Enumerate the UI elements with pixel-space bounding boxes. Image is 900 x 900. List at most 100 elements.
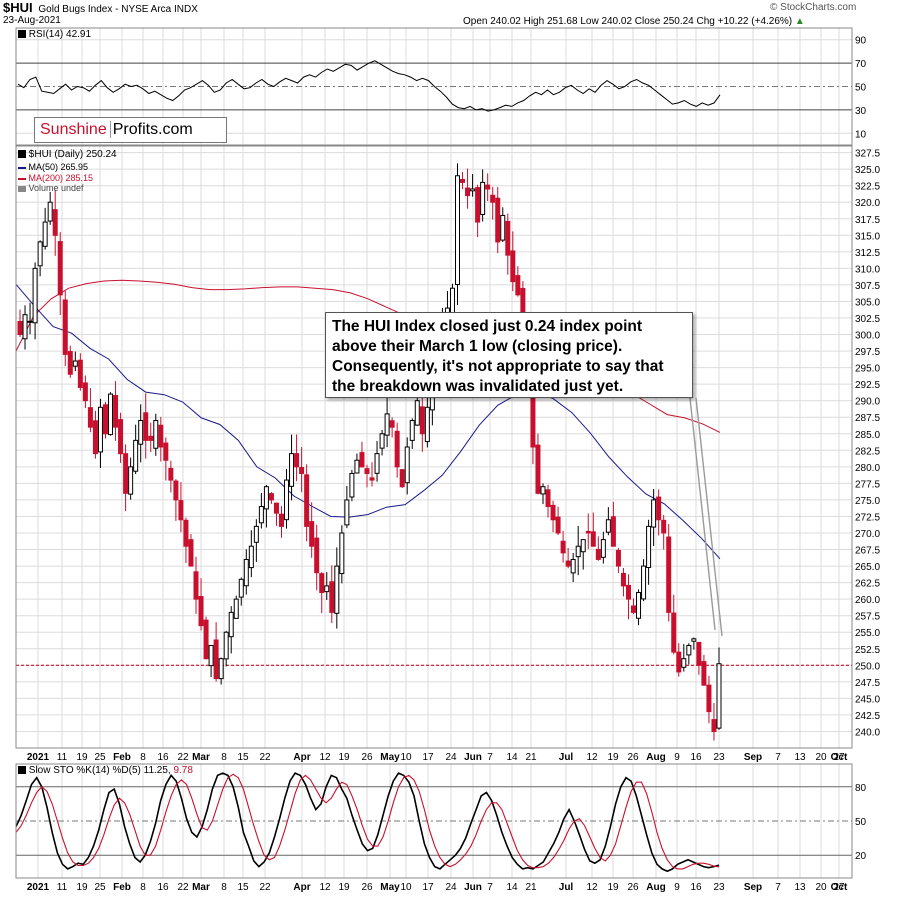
price-tick-label: 285.0 (855, 430, 880, 441)
candle-body (641, 565, 647, 600)
candle (711, 702, 717, 741)
ma200-legend: MA(200) 285.15 (18, 173, 93, 183)
candle-body (465, 187, 471, 197)
candle (625, 574, 631, 620)
candle (47, 191, 53, 225)
candle (173, 479, 179, 521)
candle-body (651, 499, 657, 528)
price-tick-label: 242.5 (855, 711, 880, 722)
candle-body (233, 598, 239, 619)
candle (691, 637, 697, 650)
x-tick-label: 19 (338, 882, 350, 893)
candle (183, 517, 189, 564)
price-tick-label: 305.0 (855, 297, 880, 308)
candle-body (102, 404, 108, 435)
rsi-tick-label: 10 (855, 129, 867, 140)
price-tick-label: 245.0 (855, 694, 880, 705)
x-tick-label: 15 (237, 882, 249, 893)
candle-body (399, 469, 405, 488)
candle-body (82, 382, 88, 402)
x-tick-label: 14 (506, 882, 518, 893)
candle (565, 547, 571, 569)
x-tick-label: 11 (57, 752, 68, 763)
x-tick-label: 12 (319, 752, 331, 763)
candle-body (409, 420, 415, 441)
candle (359, 441, 365, 468)
candle (22, 305, 28, 350)
rsi-tick-label: 70 (855, 59, 867, 70)
candle (636, 589, 642, 626)
price-tick-label: 320.0 (855, 198, 880, 209)
x-tick-label: 8 (221, 752, 227, 763)
x-tick-label: 21 (525, 752, 537, 763)
price-tick-label: 307.5 (855, 281, 880, 292)
price-tick-label: 250.0 (855, 661, 880, 672)
candle-body (243, 558, 249, 587)
candle (671, 594, 677, 655)
candle (163, 437, 169, 481)
candle-body (289, 453, 295, 487)
candle-body (304, 474, 310, 527)
candle (238, 577, 244, 606)
candle (424, 395, 430, 448)
sto-tick-label: 50 (855, 817, 867, 828)
candle-body (173, 480, 179, 501)
candle (324, 572, 330, 600)
x-tick-label: Jun (464, 752, 482, 763)
candle (465, 168, 471, 209)
candle (289, 434, 295, 501)
candle-body (223, 631, 229, 660)
rsi-tick-label: 90 (855, 36, 867, 47)
x-tick-label: 27 (833, 882, 845, 893)
candle (595, 536, 601, 561)
candle (555, 506, 561, 535)
candle-body (555, 516, 561, 534)
candle (233, 595, 239, 619)
price-tick-label: 287.5 (855, 413, 880, 424)
x-tick-label: 26 (361, 752, 373, 763)
price-panel (15, 163, 852, 741)
candle (460, 172, 466, 190)
candle-body (133, 439, 139, 472)
candle (515, 266, 521, 297)
price-tick-label: 282.5 (855, 446, 880, 457)
candle-body (505, 220, 511, 256)
candle-body (656, 496, 662, 521)
price-tick-label: 310.0 (855, 264, 880, 275)
candle-body (379, 433, 385, 449)
candle-body (570, 558, 576, 574)
price-tick-label: 265.0 (855, 562, 880, 573)
candle-body (72, 360, 78, 367)
candle (168, 460, 174, 493)
x-tick-label: May (380, 882, 400, 893)
candle (656, 489, 662, 536)
volume-icon (18, 185, 26, 192)
x-tick-label: 11 (57, 882, 68, 893)
candle-body (460, 178, 466, 183)
candle-body (661, 519, 667, 534)
candle-body (676, 651, 682, 673)
candle (485, 173, 491, 202)
candle-body (178, 500, 184, 521)
candle-body (218, 658, 224, 680)
price-legend-main: $HUI (Daily) 250.24 (18, 149, 117, 160)
candle-body (424, 406, 430, 443)
candle-body (17, 320, 23, 336)
candle (550, 500, 556, 533)
candle (243, 549, 249, 595)
candle (364, 464, 370, 488)
x-tick-label: 10 (400, 752, 412, 763)
candle (178, 482, 184, 533)
candle-body (213, 639, 219, 680)
candle (470, 174, 476, 197)
candle (666, 524, 672, 622)
candle (263, 485, 269, 528)
candle (605, 507, 611, 536)
ma50-legend: MA(50) 265.95 (18, 162, 88, 172)
candle-body (278, 513, 284, 527)
x-tick-label: 16 (157, 752, 169, 763)
x-tick-label: 24 (445, 882, 457, 893)
candle (620, 567, 626, 597)
candle-body (113, 395, 119, 428)
